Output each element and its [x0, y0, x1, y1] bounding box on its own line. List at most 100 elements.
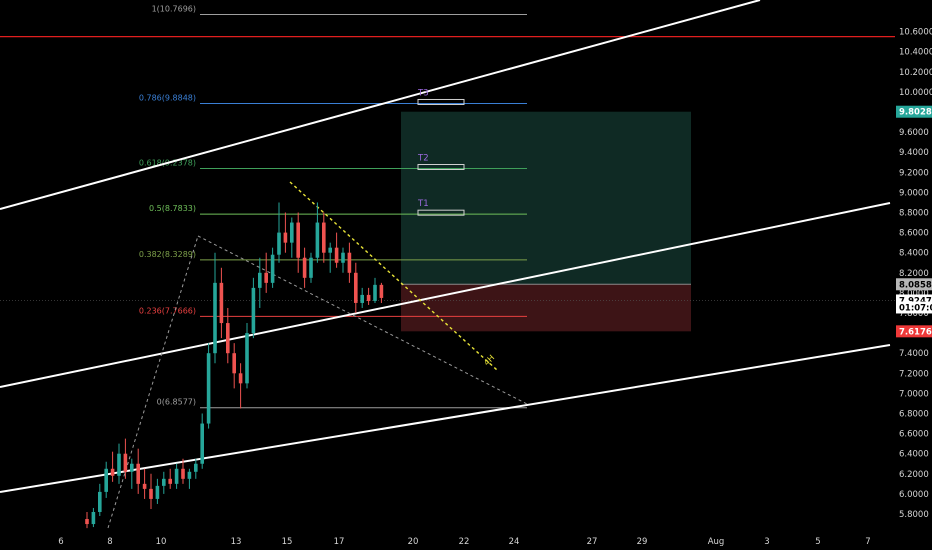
position-boxes[interactable] — [0, 36, 895, 332]
price-tick-label: 7.0000 — [899, 389, 929, 399]
date-axis-ticks: 6 8 10 13 15 17 20 22 24 27 29 Aug 3 5 7 — [58, 537, 870, 547]
ascending-channel[interactable] — [0, 0, 891, 493]
channel-middle-line[interactable] — [0, 202, 891, 388]
candle-body — [162, 478, 166, 486]
fib-level-label: 0.236(7.7666) — [139, 306, 196, 315]
date-tick-label: 5 — [815, 537, 820, 547]
candle-body — [322, 222, 326, 253]
candle-body — [251, 287, 256, 334]
fib-level-label: 0.382(8.3289) — [139, 250, 196, 259]
candle-body — [123, 453, 128, 472]
candlestick-series — [85, 202, 384, 529]
candle-body — [117, 453, 121, 476]
date-axis[interactable]: 6 8 10 13 15 17 20 22 24 27 29 Aug 3 5 7 — [0, 530, 932, 550]
target-box[interactable] — [417, 98, 465, 105]
date-tick-label: 17 — [334, 537, 345, 547]
price-axis[interactable]: 10.600010.400010.200010.00009.80009.6000… — [895, 0, 932, 530]
wedge-lower-trendline[interactable] — [197, 235, 528, 405]
date-tick-label: 6 — [58, 537, 63, 547]
wedge-upper-trendline[interactable] — [289, 181, 498, 371]
date-tick-label: 15 — [282, 537, 293, 547]
price-badge-label: 8.0858 — [899, 280, 932, 290]
price-tick-label: 8.8000 — [899, 209, 929, 219]
target-label: T1 — [417, 199, 429, 209]
price-tick-label: 8.0000 — [899, 289, 929, 299]
price-tick-label: 6.8000 — [899, 410, 929, 420]
candle-body — [206, 353, 211, 424]
target-label: T2 — [417, 154, 429, 164]
price-tick-label: 7.8000 — [899, 309, 929, 319]
candle-body — [366, 294, 371, 301]
price-badge — [896, 325, 932, 338]
candle-body — [149, 488, 153, 499]
candle-body — [283, 232, 288, 243]
candle-body — [104, 468, 108, 492]
date-tick-label: 7 — [865, 537, 870, 547]
candle-body — [354, 272, 358, 303]
wedge-pattern[interactable] — [107, 181, 528, 529]
price-tick-label: 8.4000 — [899, 249, 929, 259]
date-tick-label: 13 — [231, 537, 242, 547]
candle-body — [334, 247, 339, 263]
candle-body — [194, 463, 198, 472]
price-tick-label: 5.8000 — [899, 510, 929, 520]
candle-body — [379, 284, 384, 298]
date-tick-label: 29 — [637, 537, 648, 547]
target-markers[interactable]: T3 T2 T1 — [417, 88, 465, 216]
candle-body — [245, 333, 249, 384]
fib-level-label: 1(10.7696) — [152, 5, 196, 14]
candle-body — [360, 294, 364, 303]
candle-body — [91, 511, 96, 525]
candle-body — [155, 485, 160, 499]
candle-body — [373, 284, 377, 301]
price-tick-label: 10.6000 — [899, 28, 932, 38]
target-box[interactable] — [417, 209, 465, 216]
candle-body — [219, 282, 224, 324]
fib-level-label: 0.5(8.7833) — [149, 204, 196, 213]
price-badge-label: 9.8028 — [899, 108, 932, 118]
candle-body — [174, 468, 179, 484]
price-tick-label: 9.6000 — [899, 128, 929, 138]
price-tick-label: 7.2000 — [899, 369, 929, 379]
date-tick-label: 22 — [459, 537, 470, 547]
candle-body — [290, 222, 294, 243]
impulse-leg-line[interactable] — [107, 235, 199, 529]
price-tick-label: 6.0000 — [899, 490, 929, 500]
candle-body — [98, 491, 102, 512]
price-tick-label: 8.6000 — [899, 229, 929, 239]
profit-zone[interactable] — [401, 111, 691, 285]
fib-level-label: 0(6.8577) — [157, 398, 196, 407]
date-axis-background — [0, 530, 932, 550]
candle-body — [232, 353, 236, 374]
date-tick-label: Aug — [708, 537, 725, 547]
price-badge-label: 7.6176 — [899, 327, 932, 337]
price-tick-label: 10.0000 — [899, 88, 932, 98]
date-tick-label: 10 — [156, 537, 167, 547]
price-tick-label: 9.4000 — [899, 148, 929, 158]
candle-body — [258, 272, 262, 288]
price-tick-label: 6.4000 — [899, 450, 929, 460]
candle-body — [302, 257, 307, 278]
candle-body — [168, 478, 172, 484]
channel-upper-line[interactable] — [0, 0, 761, 210]
channel-lower-line[interactable] — [0, 344, 891, 493]
date-tick-label: 3 — [764, 537, 769, 547]
price-tick-label: 9.2000 — [899, 168, 929, 178]
target-box[interactable] — [417, 164, 465, 171]
date-tick-label: 27 — [587, 537, 598, 547]
price-tick-label: 10.4000 — [899, 48, 932, 58]
date-tick-label: 20 — [408, 537, 419, 547]
stop-loss-zone[interactable] — [401, 284, 691, 332]
price-tick-label: 10.2000 — [899, 68, 932, 78]
candle-body — [130, 463, 134, 472]
candle-body — [341, 252, 345, 263]
price-badge — [896, 278, 932, 291]
price-tick-label: 7.4000 — [899, 349, 929, 359]
date-tick-label: 24 — [509, 537, 520, 547]
price-tick-label: 9.0000 — [899, 188, 929, 198]
candle-body — [264, 272, 268, 283]
candle-body — [296, 222, 300, 258]
price-badge — [896, 301, 932, 314]
